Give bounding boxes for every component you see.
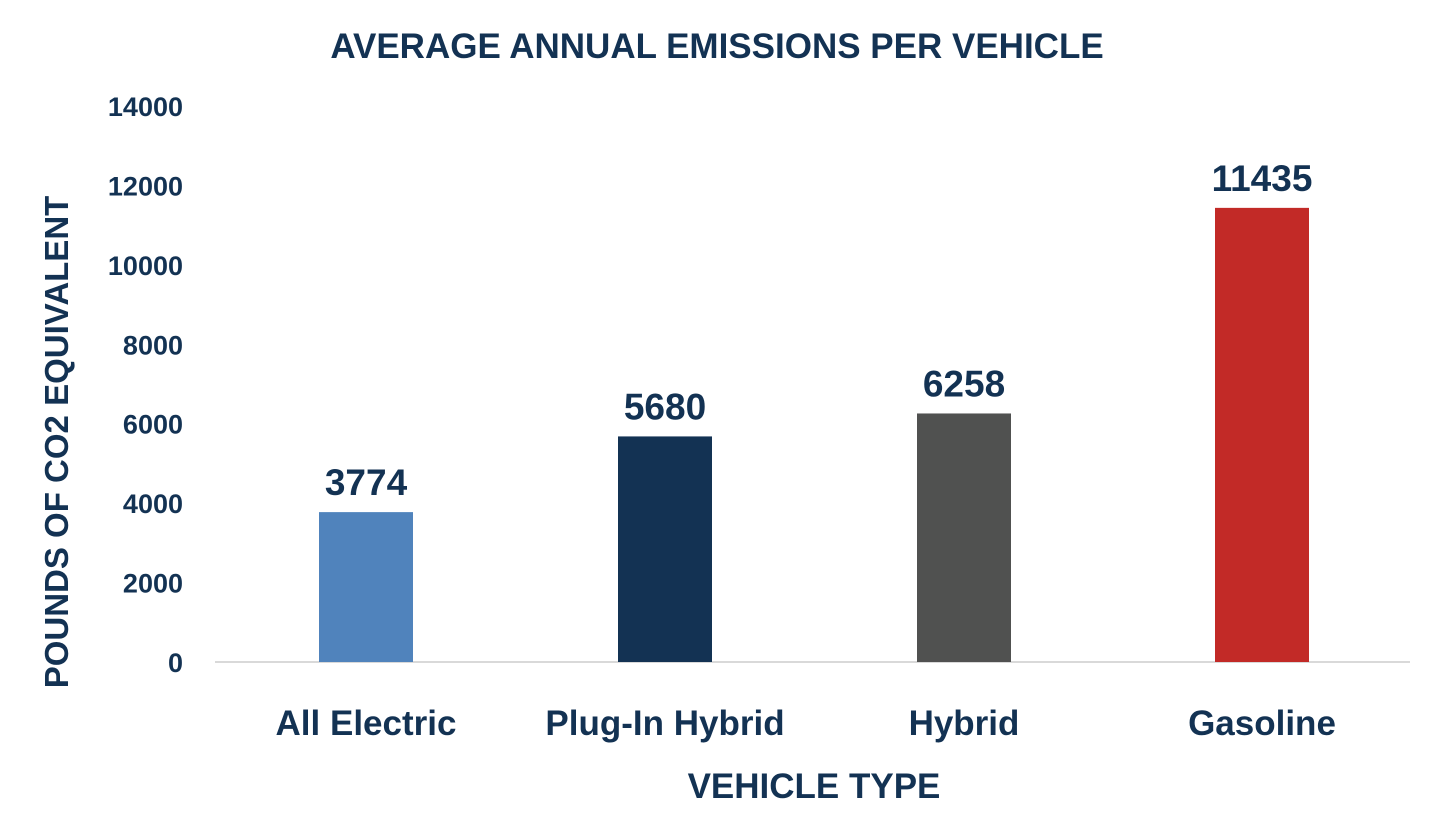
data-label: 6258 [923, 363, 1005, 404]
y-tick-label: 12000 [108, 171, 183, 201]
bar-1 [618, 436, 712, 662]
data-label: 5680 [624, 386, 706, 427]
x-tick-label: Gasoline [1188, 704, 1336, 743]
x-axis-label: VEHICLE TYPE [688, 767, 941, 806]
y-tick-label: 6000 [123, 410, 183, 440]
bar-0 [319, 512, 413, 662]
x-tick-label: Plug-In Hybrid [545, 704, 784, 743]
data-label: 3774 [325, 462, 408, 503]
bar-3 [1215, 207, 1309, 663]
chart-title: AVERAGE ANNUAL EMISSIONS PER VEHICLE [330, 27, 1103, 66]
y-tick-label: 4000 [123, 489, 183, 519]
y-tick-label: 8000 [123, 330, 183, 360]
y-tick-label: 14000 [108, 92, 183, 122]
data-label: 11435 [1212, 158, 1313, 199]
y-tick-label: 10000 [108, 251, 183, 281]
y-tick-label: 2000 [123, 569, 183, 599]
bar-2 [917, 413, 1011, 662]
x-tick-label: All Electric [276, 704, 457, 743]
x-tick-label: Hybrid [909, 704, 1020, 743]
y-tick-label: 0 [168, 648, 183, 678]
y-axis-label: POUNDS OF CO2 EQUIVALENT [38, 196, 75, 689]
